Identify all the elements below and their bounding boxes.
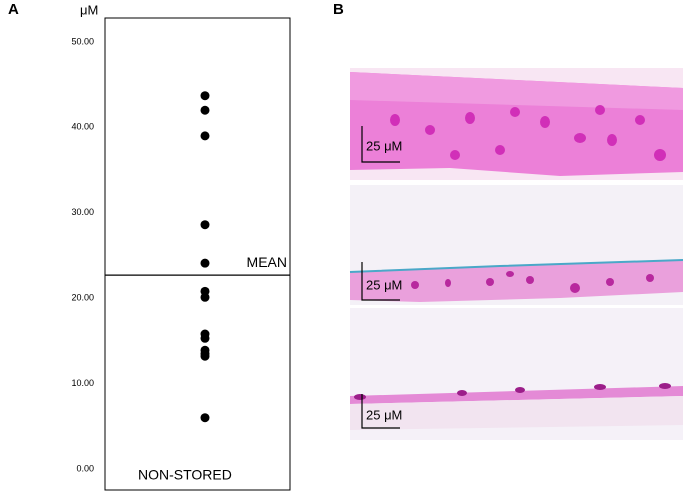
unit-label: μM (80, 2, 98, 17)
y-tick-label: 30.00 (71, 207, 94, 217)
scale-label: 25 μM (366, 407, 402, 422)
data-point (200, 413, 210, 423)
data-point (200, 131, 210, 141)
data-point (200, 258, 210, 268)
data-point (200, 292, 210, 302)
scale-label: 25 μM (366, 138, 402, 153)
data-point (200, 220, 210, 230)
y-tick-label: 0.00 (76, 463, 94, 473)
y-tick-label: 10.00 (71, 378, 94, 388)
data-point (200, 91, 210, 101)
y-tick-label: 40.00 (71, 122, 94, 132)
data-point (200, 333, 210, 343)
data-point (200, 105, 210, 115)
group-label: NON-STORED (138, 467, 232, 483)
scale-label: 25 μM (366, 277, 402, 292)
y-tick-label: 50.00 (71, 36, 94, 46)
y-tick-label: 20.00 (71, 293, 94, 303)
plot-frame (104, 17, 291, 491)
panel-label: A (8, 1, 19, 18)
data-point (200, 351, 210, 361)
mean-label: MEAN (247, 254, 287, 270)
micrograph (349, 68, 683, 440)
panel-label: B (333, 1, 344, 18)
